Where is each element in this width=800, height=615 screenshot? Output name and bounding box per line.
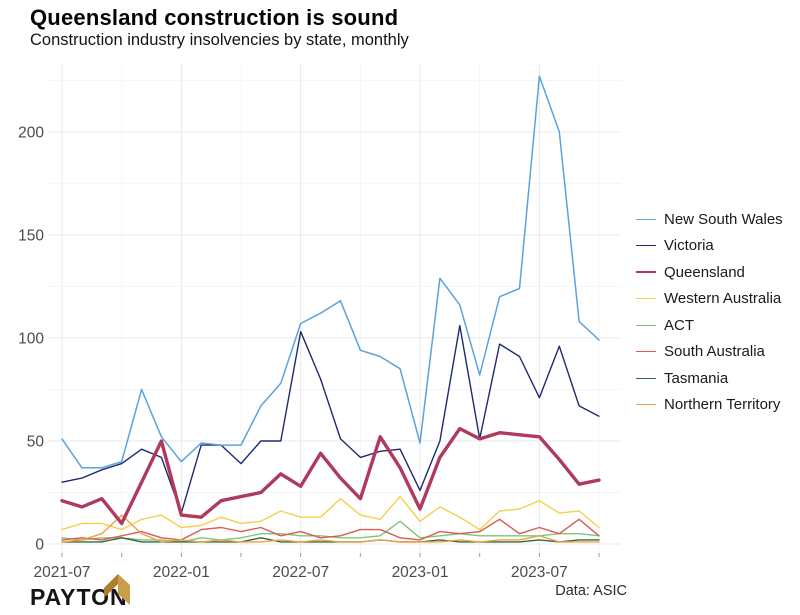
legend-label: Western Australia <box>664 290 782 308</box>
x-axis-label: 2023-07 <box>511 564 568 581</box>
legend-item-south-australia: South Australia <box>636 339 800 366</box>
series-line-victoria <box>61 324 600 514</box>
data-source-note: Data: ASIC <box>555 583 627 599</box>
y-axis-label: 50 <box>27 433 45 450</box>
legend-swatch <box>636 324 656 326</box>
series-line-queensland <box>60 426 601 526</box>
axis-ticks <box>61 553 600 557</box>
x-axis-label: 2021-07 <box>34 564 91 581</box>
y-axis-label: 200 <box>18 124 44 141</box>
legend-swatch <box>636 245 656 247</box>
x-axis-label: 2023-01 <box>392 564 449 581</box>
chart-legend: New South Wales Victoria Queensland Western… <box>636 206 800 418</box>
series-line-south-australia <box>61 518 600 541</box>
x-axis-label: 2022-07 <box>272 564 329 581</box>
legend-item-new-south-wales: New South Wales <box>636 206 800 233</box>
series-line-western-australia <box>61 495 600 531</box>
legend-label: New South Wales <box>664 210 783 228</box>
legend-swatch <box>636 218 656 220</box>
legend-label: Victoria <box>664 237 714 255</box>
series-line-tasmania <box>61 537 600 543</box>
series-line-new-south-wales <box>61 75 600 469</box>
legend-swatch <box>636 377 656 379</box>
legend-swatch <box>636 298 656 300</box>
grid-minor <box>48 63 621 553</box>
legend-item-queensland: Queensland <box>636 259 800 286</box>
chart-title: Queensland construction is sound <box>30 5 399 30</box>
y-axis-label: 150 <box>18 227 44 244</box>
y-axis-label: 0 <box>35 537 44 554</box>
y-axis-label: 100 <box>18 330 44 347</box>
legend-item-victoria: Victoria <box>636 233 800 260</box>
grid-major <box>48 63 621 553</box>
series-line-northern-territory <box>61 514 600 543</box>
series-lines <box>60 75 601 543</box>
payton-logo: PAYTON <box>30 574 130 611</box>
legend-item-tasmania: Tasmania <box>636 365 800 392</box>
legend-label: Northern Territory <box>664 396 781 414</box>
legend-item-northern-territory: Northern Territory <box>636 392 800 419</box>
legend-label: Queensland <box>664 263 745 281</box>
axis-labels: 0 50 100 150 200 2021-07 2022-01 2022-07 2023-01… <box>18 124 568 581</box>
legend-item-act: ACT <box>636 312 800 339</box>
payton-logo-mark-icon <box>104 574 130 605</box>
legend-swatch <box>636 271 656 274</box>
legend-swatch <box>636 404 656 406</box>
legend-label: South Australia <box>664 343 765 361</box>
legend-label: ACT <box>664 316 694 334</box>
legend-swatch <box>636 351 656 353</box>
chart-subtitle: Construction industry insolvencies by st… <box>30 31 409 49</box>
legend-label: Tasmania <box>664 369 729 387</box>
legend-item-western-australia: Western Australia <box>636 286 800 313</box>
x-axis-label: 2022-01 <box>153 564 210 581</box>
